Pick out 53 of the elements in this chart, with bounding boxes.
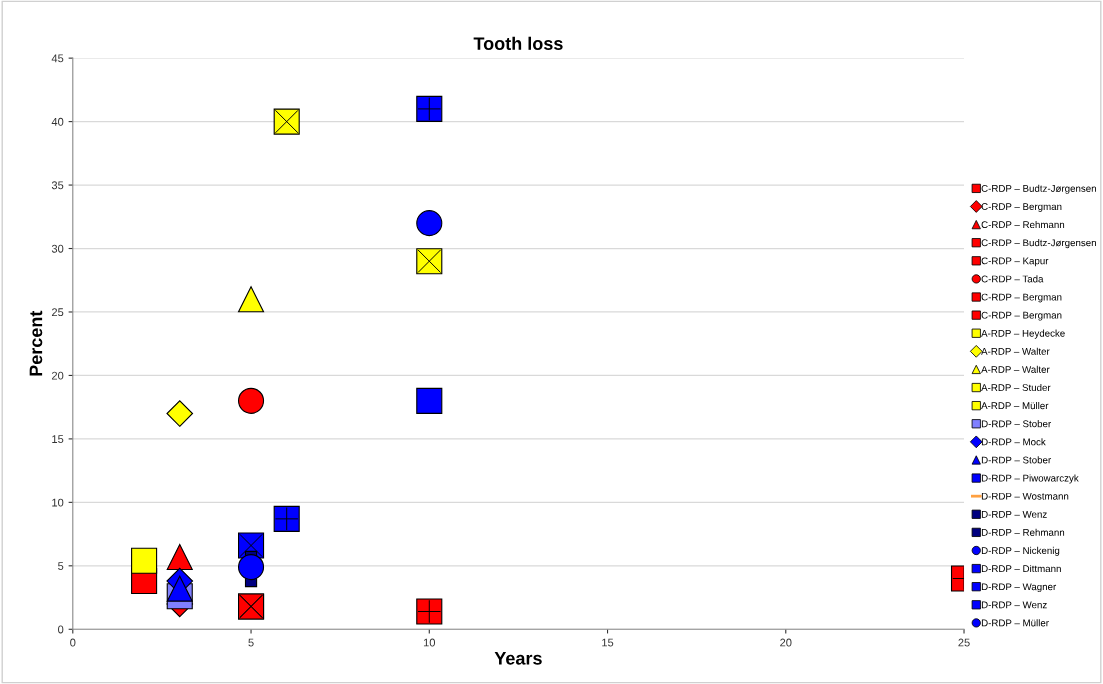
point [131,547,158,574]
legend-label: D-RDP – Stober [981,456,1052,464]
point [416,210,443,237]
x-tick-label: 15 [602,638,614,647]
legend-label: D-RDP – Wenz [981,601,1047,609]
x-tick-label: 25 [958,638,970,647]
legend-label: D-RDP – Wenz [981,510,1047,518]
legend-label: D-RDP – Stober [981,420,1052,428]
point [416,387,443,414]
legend-label: C-RDP – Budtz-Jørgensen [981,239,1096,249]
y-tick-label: 40 [51,117,64,126]
legend-label: D-RDP – Piwowarczyk [981,474,1079,484]
legend-label: C-RDP – Budtz-Jørgensen [981,184,1096,194]
y-tick-label: 35 [51,181,64,190]
y-tick-label: 20 [51,371,64,380]
point [237,286,265,313]
legend-label: D-RDP – Wagner [981,583,1057,593]
x-axis-title: Years [494,652,542,665]
point [166,400,194,427]
point [166,575,193,602]
x-tick-label: 0 [70,638,76,647]
legend-label: D-RDP – Dittmann [981,564,1061,573]
x-tick-label: 5 [248,638,254,647]
y-tick-label: 5 [58,562,64,570]
y-tick-label: 0 [58,625,64,634]
legend-label: D-RDP – Wostmann [981,492,1069,500]
point [237,387,265,414]
legend-label: D-RDP – Müller [981,619,1049,627]
y-tick-label: 25 [51,308,64,317]
legend-label: C-RDP – Kapur [981,257,1049,267]
legend-label: C-RDP – Bergman [981,293,1062,303]
legend-label: A-RDP – Heydecke [981,329,1065,339]
legend-label: A-RDP – Müller [981,402,1049,410]
y-tick-label: 45 [51,54,64,63]
legend-label: D-RDP – Mock [981,438,1046,446]
y-tick-label: 15 [52,435,64,444]
chart-title: Tooth loss [473,36,563,50]
legend-label: A-RDP – Studer [981,383,1051,392]
point [237,554,265,581]
legend-label: C-RDP – Bergman [981,203,1062,212]
legend-label: A-RDP – Walter [981,365,1050,373]
x-tick-label: 10 [423,638,436,647]
legend-label: D-RDP – Nickenig [981,546,1060,556]
x-tick-label: 20 [780,638,792,647]
y-tick-label: 30 [51,244,64,253]
y-axis-title: Percent [29,310,43,376]
legend-label: C-RDP – Tada [981,275,1044,283]
legend-label: C-RDP – Rehmann [981,220,1065,229]
y-tick-label: 10 [52,498,64,507]
point [166,543,193,570]
legend-label: A-RDP – Walter [981,347,1050,355]
legend-label: D-RDP – Rehmann [981,528,1065,536]
legend-label: C-RDP – Bergman [981,311,1062,321]
